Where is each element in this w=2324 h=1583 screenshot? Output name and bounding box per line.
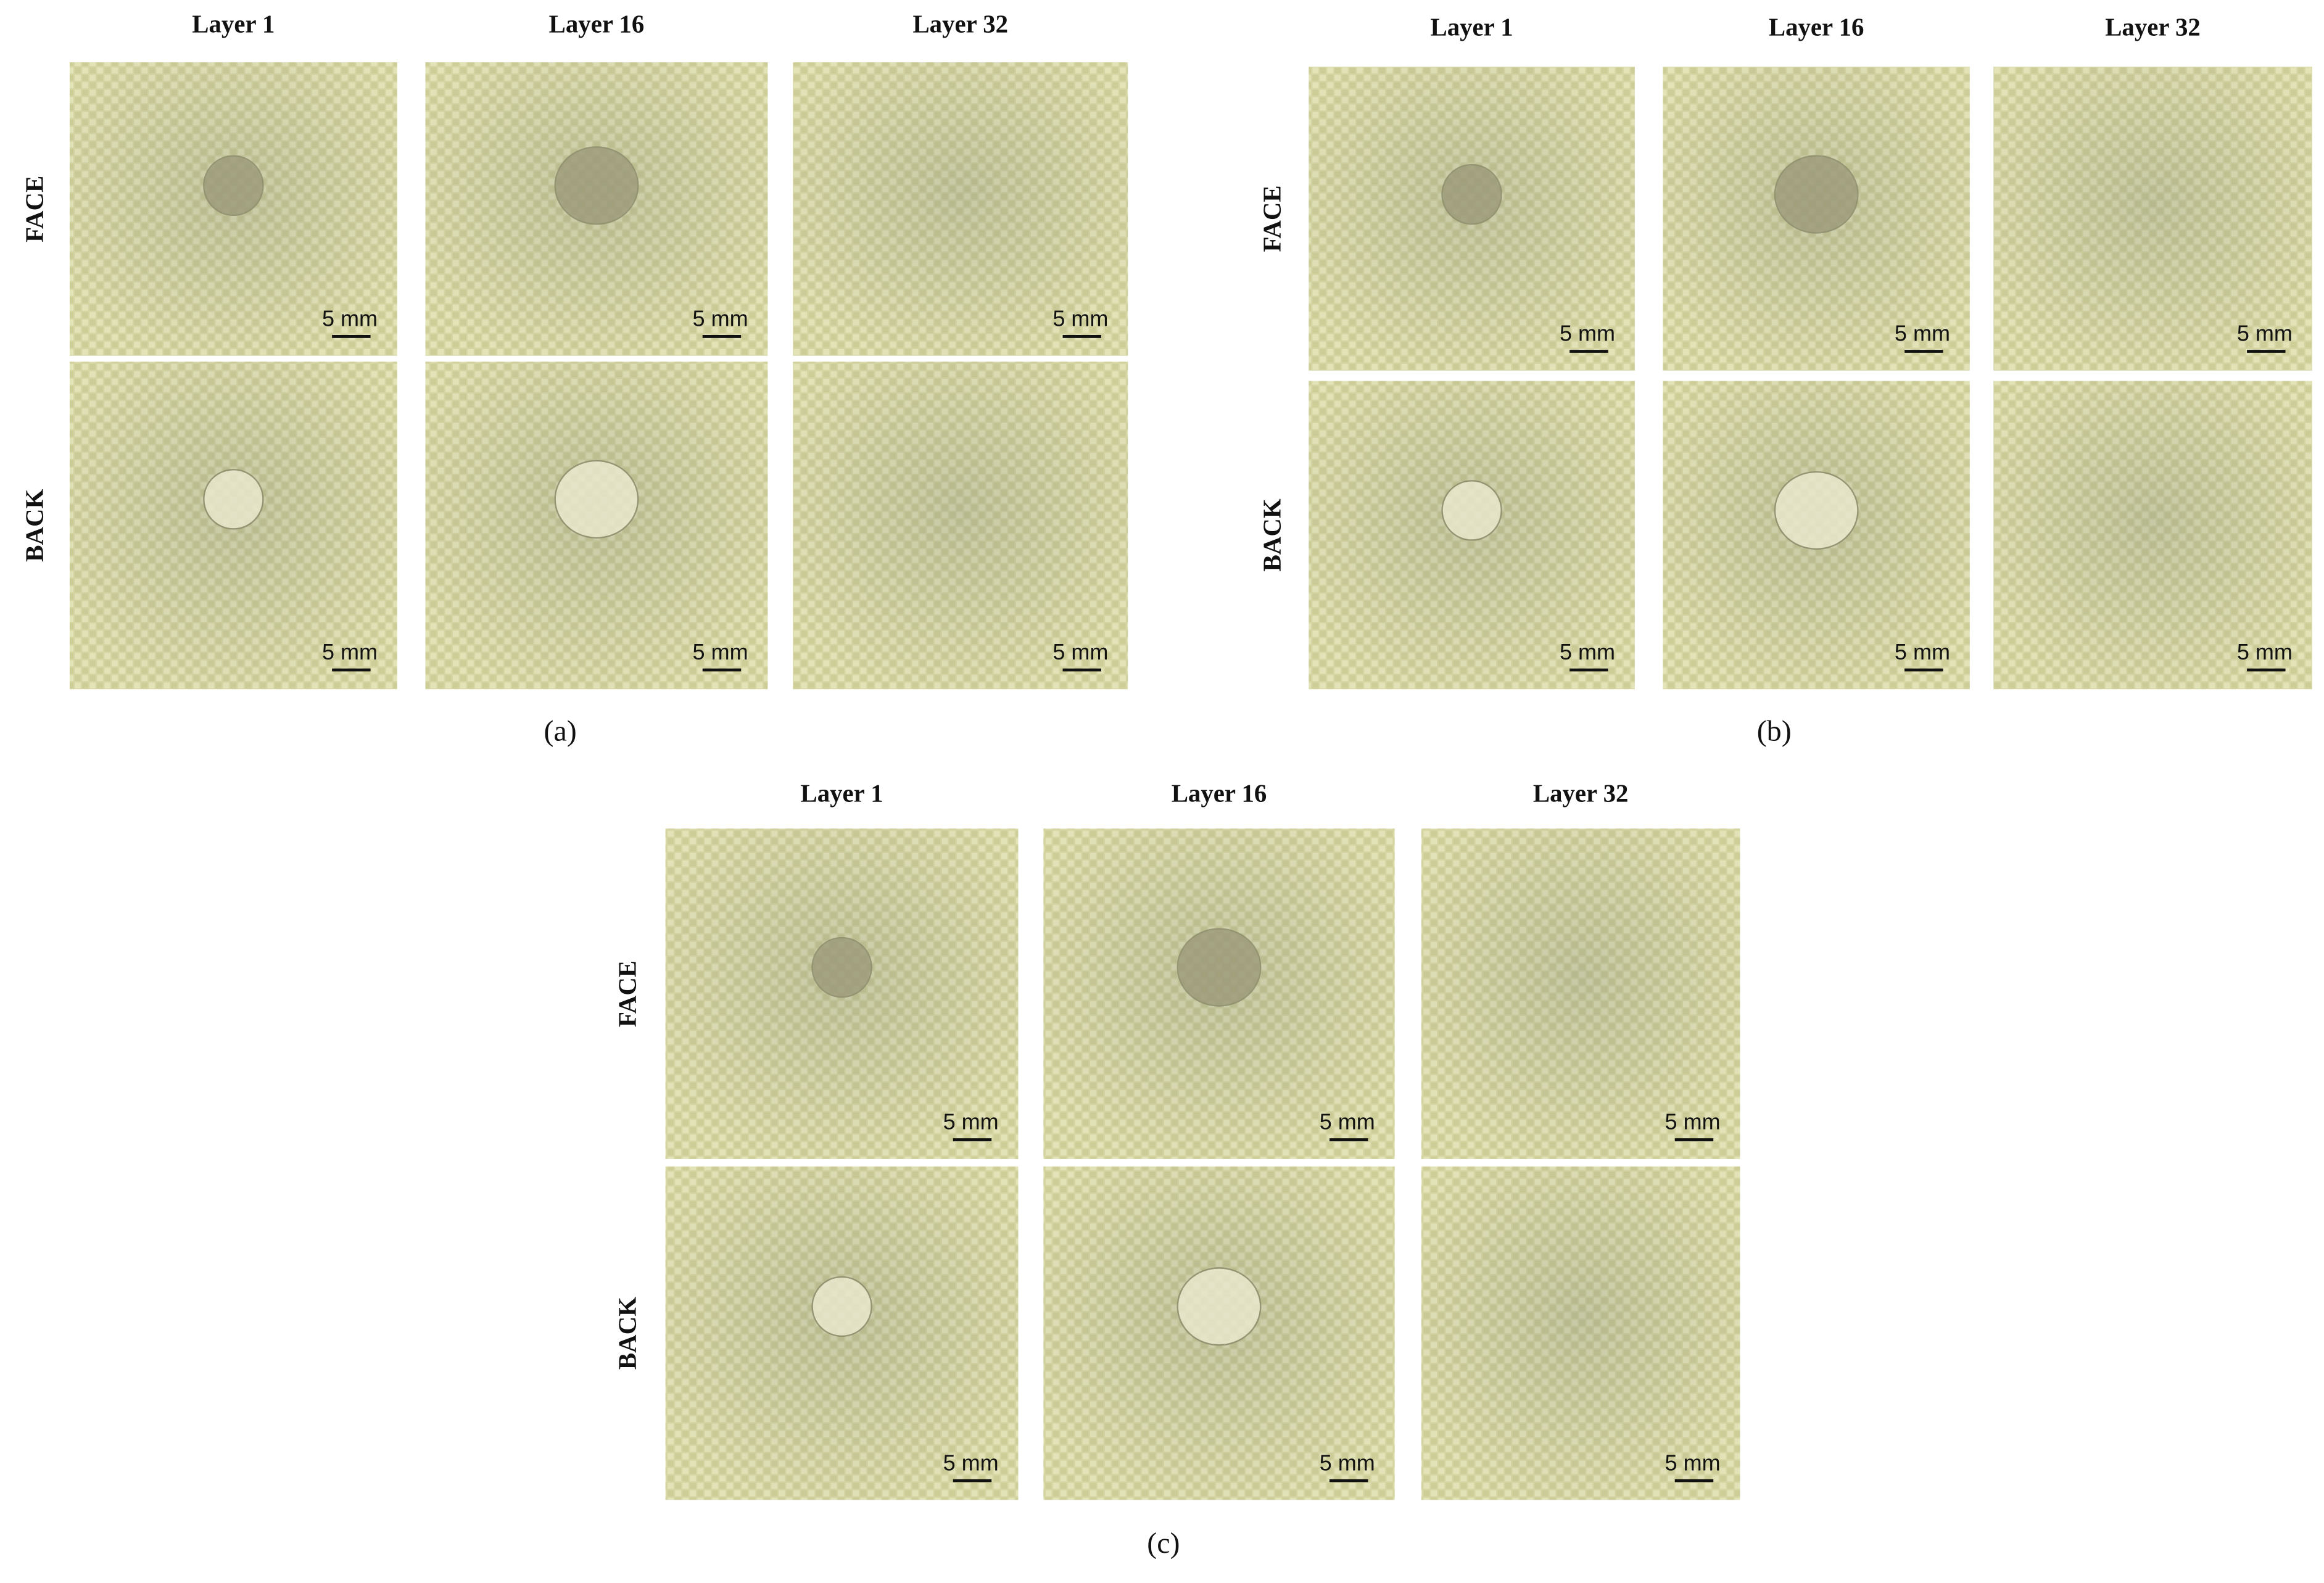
photo: 5 mm — [1993, 381, 2312, 690]
scale-bar-label: 5 mm — [1665, 1109, 1721, 1135]
shading — [1993, 67, 2312, 371]
photo: 5 mm — [1663, 381, 1970, 690]
scale-bar-label: 5 mm — [943, 1109, 999, 1135]
photo: 5 mm — [1309, 381, 1635, 690]
impact-damage — [1774, 155, 1859, 234]
panel-caption: (a) — [544, 714, 576, 747]
scale-bar-label: 5 mm — [693, 639, 748, 664]
row-label: BACK — [20, 489, 48, 562]
impact-damage — [811, 936, 872, 998]
panel-caption: (b) — [1757, 714, 1792, 747]
photo: 5 mm — [1043, 1166, 1395, 1500]
column-label: Layer 32 — [2105, 14, 2201, 41]
impact-damage — [1441, 163, 1502, 225]
column-label: Layer 32 — [1533, 780, 1629, 808]
impact-damage — [554, 146, 639, 225]
photo: 5 mm — [1421, 829, 1740, 1159]
shading — [793, 362, 1128, 690]
photo: 5 mm — [1993, 67, 2312, 371]
photo: 5 mm — [1043, 829, 1395, 1159]
scale-bar-label: 5 mm — [943, 1450, 999, 1475]
column-label: Layer 16 — [1769, 14, 1864, 41]
scale-bar-label: 5 mm — [1052, 306, 1108, 331]
scale-bar-label: 5 mm — [1320, 1109, 1375, 1135]
scale-bar-label: 5 mm — [1560, 639, 1615, 664]
row-label: FACE — [613, 961, 641, 1027]
photo: 5 mm — [665, 829, 1019, 1159]
impact-damage — [811, 1276, 872, 1337]
photo: 5 mm — [425, 62, 768, 356]
scale-bar-label: 5 mm — [693, 306, 748, 331]
scale-bar-label: 5 mm — [1560, 321, 1615, 346]
impact-damage — [203, 155, 264, 217]
shading — [793, 62, 1128, 356]
scale-bar-label: 5 mm — [1320, 1450, 1375, 1475]
row-label: FACE — [20, 176, 48, 242]
scale-bar-label: 5 mm — [322, 306, 378, 331]
impact-damage — [1176, 928, 1262, 1007]
scale-bar-label: 5 mm — [2237, 321, 2293, 346]
scale-bar-label: 5 mm — [2237, 639, 2293, 664]
column-label: Layer 32 — [912, 10, 1008, 38]
panel: Layer 1 Layer 16 Layer 32 FACE 5 mm 5 mm 5 mm B… — [1258, 14, 2312, 747]
shading — [1421, 1166, 1740, 1500]
row-label: BACK — [613, 1297, 641, 1370]
shading — [1993, 381, 2312, 690]
row-label: BACK — [1258, 498, 1286, 571]
scale-bar-label: 5 mm — [322, 639, 378, 664]
column-label: Layer 1 — [192, 10, 275, 38]
impact-damage — [203, 469, 264, 530]
scale-bar-label: 5 mm — [1895, 639, 1950, 664]
photo: 5 mm — [793, 362, 1128, 690]
column-label: Layer 1 — [1431, 14, 1513, 41]
impact-damage — [554, 460, 639, 539]
column-label: Layer 16 — [549, 10, 645, 38]
row-label: FACE — [1258, 185, 1286, 252]
photo: 5 mm — [793, 62, 1128, 356]
shading — [1421, 829, 1740, 1159]
photo: 5 mm — [69, 362, 397, 690]
panel: Layer 1 Layer 16 Layer 32 FACE 5 mm 5 mm 5 mm B… — [20, 10, 1128, 747]
photo: 5 mm — [1421, 1166, 1740, 1500]
photo: 5 mm — [665, 1166, 1019, 1500]
scale-bar-label: 5 mm — [1052, 639, 1108, 664]
impact-damage — [1176, 1267, 1262, 1346]
column-label: Layer 1 — [800, 780, 883, 808]
photo: 5 mm — [1309, 67, 1635, 371]
column-label: Layer 16 — [1172, 780, 1267, 808]
photo: 5 mm — [69, 62, 397, 356]
impact-damage — [1774, 471, 1859, 550]
photo: 5 mm — [1663, 67, 1970, 371]
panel-caption: (c) — [1147, 1527, 1180, 1560]
photo: 5 mm — [425, 362, 768, 690]
panel: Layer 1 Layer 16 Layer 32 FACE 5 mm 5 mm 5 mm B… — [613, 780, 1740, 1560]
impact-damage — [1441, 480, 1502, 541]
scale-bar-label: 5 mm — [1665, 1450, 1721, 1475]
scale-bar-label: 5 mm — [1895, 321, 1950, 346]
